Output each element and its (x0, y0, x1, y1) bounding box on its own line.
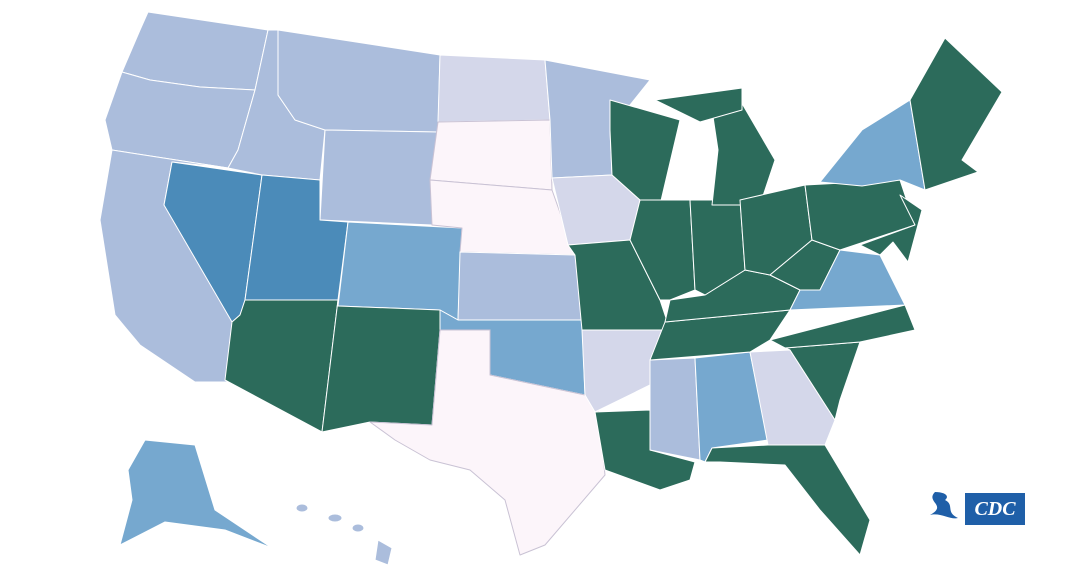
state-new-england (909, 37, 1003, 191)
state-hi-2 (327, 513, 343, 523)
state-fl (704, 444, 871, 556)
state-nc (769, 304, 916, 349)
state-mt (277, 29, 441, 133)
state-tx (369, 329, 606, 556)
state-az (224, 299, 339, 433)
state-ms (649, 357, 701, 461)
state-ak (119, 439, 273, 549)
state-nj-md-de (859, 194, 923, 263)
state-hi-1 (295, 503, 309, 513)
state-ny (819, 99, 926, 191)
state-wy (319, 129, 439, 226)
state-hi-3 (351, 523, 365, 533)
state-ga (749, 349, 836, 446)
state-sd (429, 119, 553, 191)
state-nd (437, 54, 551, 123)
logo-eagle (930, 492, 958, 519)
state-ar (581, 329, 666, 413)
state-hi-4 (374, 539, 393, 566)
state-ks (457, 251, 583, 321)
state-co (337, 221, 463, 321)
state-mi-upper (654, 87, 743, 123)
state-nm (321, 299, 441, 433)
logo-text: CDC (974, 498, 1016, 520)
states (99, 11, 1003, 566)
cdc-logo: CDC (930, 492, 1025, 525)
logo-box (965, 493, 1025, 525)
